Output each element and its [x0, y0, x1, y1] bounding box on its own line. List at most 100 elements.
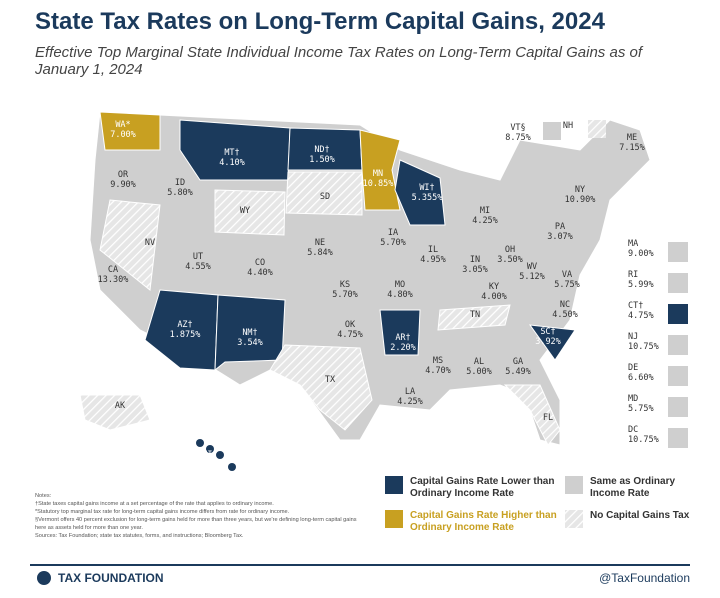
state-rate: 8.75%: [505, 133, 531, 143]
state-label: SC†: [540, 327, 555, 337]
state-shape: [214, 294, 286, 372]
legend-swatch: [565, 510, 583, 528]
state-rate: 3.05%: [462, 265, 488, 275]
state-label: OK: [345, 320, 356, 330]
state-rate: 4.10%: [219, 158, 245, 168]
note: Notes:: [35, 493, 52, 499]
small-state-box: [668, 242, 688, 262]
legend-label: Capital Gains Rate Lower than Ordinary I…: [410, 476, 555, 499]
state-shape: [503, 384, 561, 446]
small-state-box: [668, 304, 688, 324]
state-label: TN: [470, 310, 480, 320]
state-rate: 9.90%: [110, 180, 136, 190]
state-shape: [79, 394, 151, 431]
state-label: NM†: [242, 328, 257, 338]
state-shape: [269, 344, 373, 431]
state-label: NE: [315, 238, 325, 248]
state-rate: 7.25%: [197, 460, 223, 470]
small-state-rate: 9.00%: [628, 249, 654, 259]
state-label: MN: [373, 169, 383, 179]
state-label: AK: [115, 401, 126, 411]
state-label: VA: [562, 270, 572, 280]
note: †State taxes capital gains income at a s…: [35, 501, 274, 507]
state-rate: 4.25%: [397, 397, 423, 407]
state-rate: 1.50%: [309, 155, 335, 165]
small-state-rate: 10.75%: [628, 342, 659, 352]
legend-label: Capital Gains Rate Higher than Ordinary …: [410, 510, 557, 533]
state-rate: 4.75%: [337, 330, 363, 340]
state-shape: [99, 199, 161, 291]
small-state-box: [668, 397, 688, 417]
small-state-label: MA: [628, 239, 638, 249]
state-label: MT†: [224, 148, 239, 158]
state-rate: 4.25%: [472, 216, 498, 226]
state-rate: 5.80%: [167, 188, 193, 198]
state-label: WA*: [115, 120, 130, 130]
state-rate: 4.70%: [425, 366, 451, 376]
state-label: NV: [145, 238, 155, 248]
state-rate: 1.875%: [170, 330, 201, 340]
state-label: CO: [255, 258, 265, 268]
state-label: GA: [513, 357, 523, 367]
state-label: TX: [325, 375, 336, 385]
legend-label: No Capital Gains Tax: [590, 510, 690, 521]
subtitle: Effective Top Marginal State Individual …: [35, 44, 642, 78]
state-label: IA: [388, 228, 398, 238]
state-label: WV: [527, 262, 537, 272]
small-state-rate: 10.75%: [628, 435, 659, 445]
state-label: ND†: [314, 145, 329, 155]
state-label: UT: [193, 252, 203, 262]
state-label: HI†: [202, 450, 217, 460]
state-rate: 13.30%: [98, 275, 129, 285]
state-shape: [144, 289, 219, 371]
small-state-label: DC: [628, 425, 638, 435]
state-shape: [214, 189, 286, 236]
state-rate: 5.355%: [412, 193, 443, 203]
small-state-label: MD: [628, 394, 638, 404]
state-rate: 10.90%: [565, 195, 596, 205]
island: [196, 439, 204, 447]
state-rate: 4.95%: [420, 255, 446, 265]
state-label: ID: [175, 178, 185, 188]
island: [216, 451, 224, 459]
small-state-box: [668, 273, 688, 293]
state-label: IN: [470, 255, 480, 265]
state-rate: 5.75%: [554, 280, 580, 290]
legend-swatch: [565, 476, 583, 494]
small-state-box: [668, 366, 688, 386]
state-label: LA: [405, 387, 415, 397]
state-rate: 3.07%: [547, 232, 573, 242]
state-shape: [359, 129, 401, 211]
state-shape: [99, 111, 161, 151]
state-rate: 2.20%: [390, 343, 416, 353]
state-label: OR: [118, 170, 129, 180]
small-state-box: [668, 428, 688, 448]
state-label: KS: [340, 280, 350, 290]
state-rate: 5.70%: [332, 290, 358, 300]
state-rate: 4.40%: [247, 268, 273, 278]
island: [206, 445, 214, 453]
small-state-rate: 4.75%: [628, 311, 654, 321]
small-state-rate: 5.75%: [628, 404, 654, 414]
footer-brand: TAX FOUNDATION: [58, 571, 164, 585]
legend-label: Same as Ordinary Income Rate: [590, 476, 676, 499]
note: Sources: Tax Foundation; state tax statu…: [35, 533, 244, 539]
small-state-rate: 6.60%: [628, 373, 654, 383]
state-rate: 4.80%: [387, 290, 413, 300]
state-label: VT§: [510, 123, 525, 133]
state-label: OH: [505, 245, 515, 255]
state-shape: [379, 309, 421, 356]
state-rate: 3.54%: [237, 338, 263, 348]
note: §Vermont offers 40 percent exclusion for…: [35, 517, 357, 531]
state-label: AL: [474, 357, 484, 367]
state-label: CA: [108, 265, 118, 275]
state-rate: 4.50%: [552, 310, 578, 320]
state-shape: [179, 119, 291, 181]
state-box: [543, 122, 561, 140]
small-state-rate: 5.99%: [628, 280, 654, 290]
state-rate: 5.49%: [505, 367, 531, 377]
state-label: NH: [563, 121, 573, 131]
state-label: AR†: [395, 333, 410, 343]
island: [228, 463, 236, 471]
